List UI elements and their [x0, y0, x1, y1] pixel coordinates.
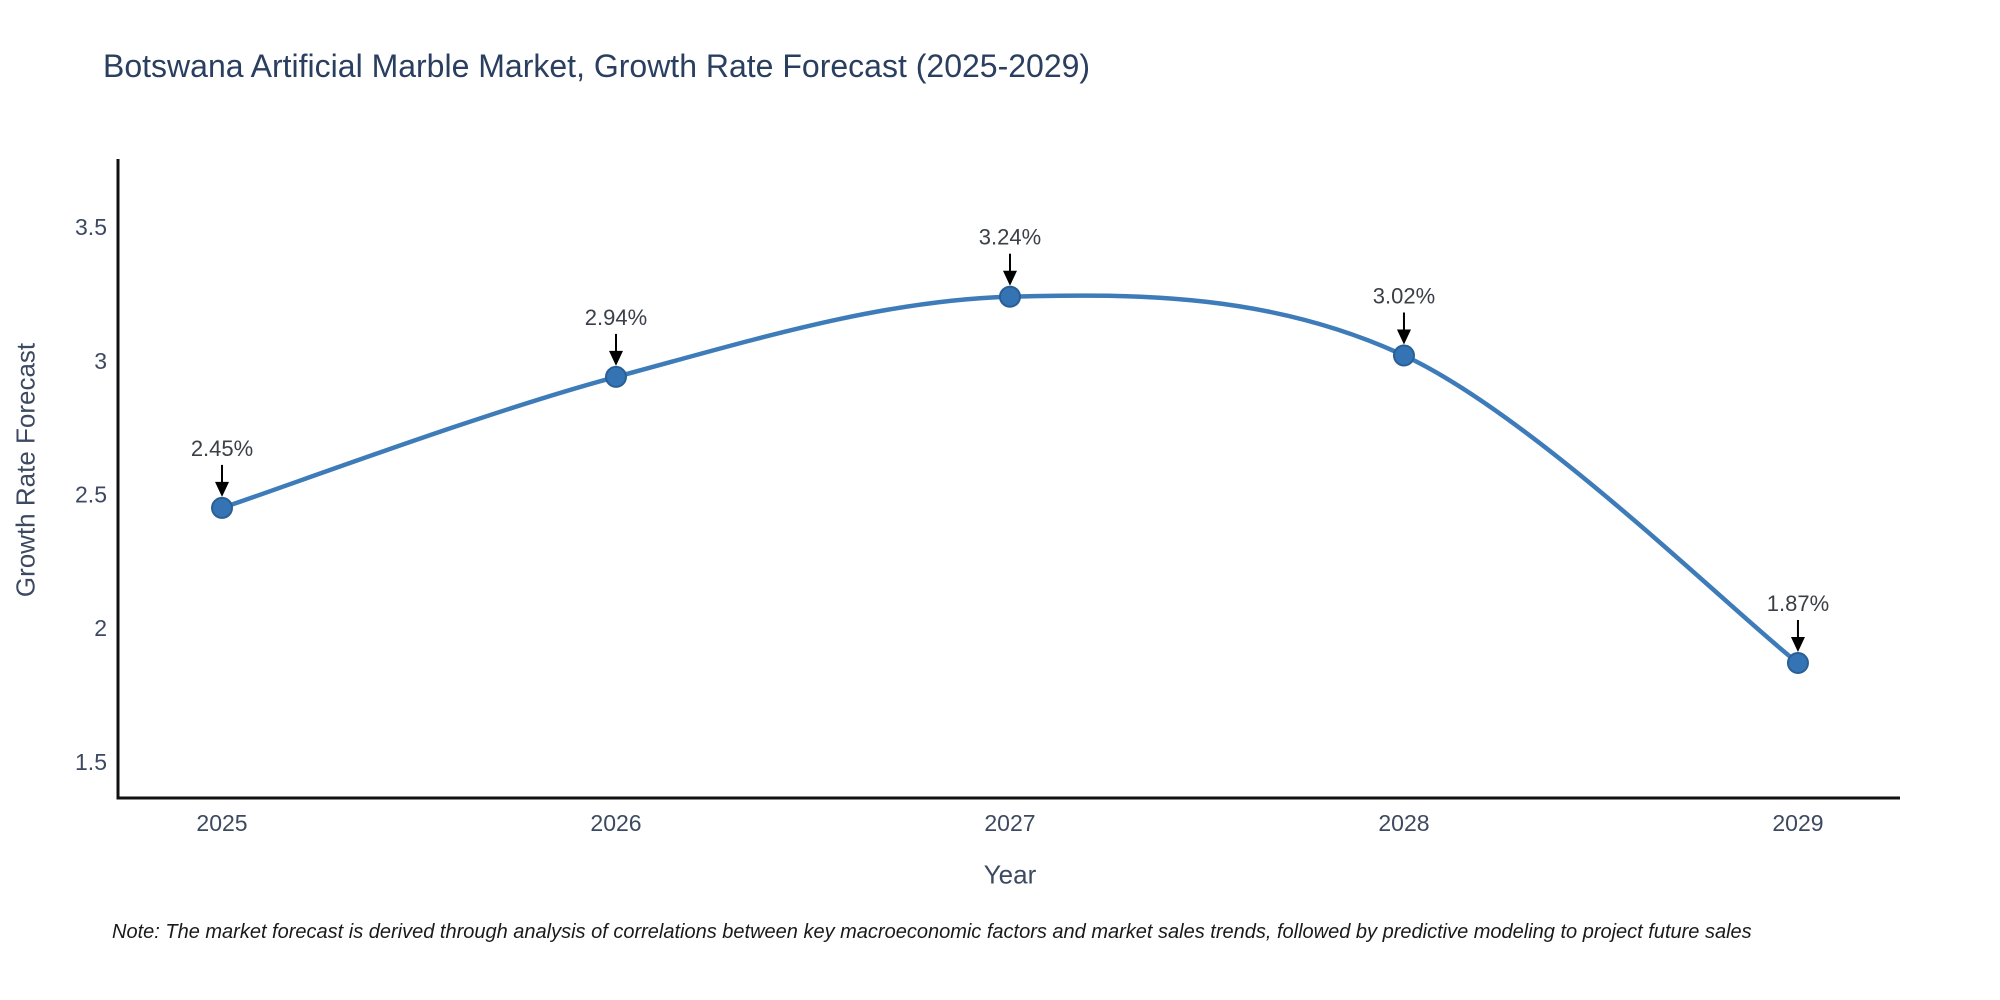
data-point-marker [1786, 651, 1809, 674]
data-point-marker [211, 496, 234, 519]
chart-title: Botswana Artificial Marble Market, Growt… [103, 48, 1091, 84]
y-tick-label: 2.5 [75, 482, 107, 508]
y-tick-label: 2 [94, 615, 107, 641]
annotation-arrowhead-icon [608, 350, 623, 366]
data-point-label: 3.24% [979, 225, 1041, 250]
data-point-label: 3.02% [1373, 284, 1435, 309]
footnote: Note: The market forecast is derived thr… [112, 921, 1752, 943]
data-point-label: 2.94% [585, 305, 647, 330]
annotation-arrowhead-icon [215, 481, 230, 497]
y-tick-label: 3 [94, 348, 107, 374]
data-point-marker [604, 365, 627, 388]
series-line [219, 293, 1801, 666]
annotation-arrowhead-icon [1002, 270, 1017, 286]
x-tick-label: 2027 [984, 810, 1035, 836]
x-tick-label: 2028 [1378, 810, 1429, 836]
x-tick-label: 2029 [1772, 810, 1823, 836]
x-axis-title: Year [983, 859, 1037, 890]
y-tick-label: 3.5 [75, 214, 107, 240]
data-point-label: 2.45% [191, 436, 253, 461]
x-tick-label: 2026 [590, 810, 641, 836]
axis-spines [116, 159, 1900, 800]
y-tick-label: 1.5 [75, 749, 107, 775]
x-tick-label: 2025 [196, 810, 247, 836]
annotation-arrowhead-icon [1396, 329, 1411, 345]
annotation-arrowhead-icon [1790, 636, 1805, 652]
data-point-label: 1.87% [1767, 591, 1829, 616]
data-point-marker [1392, 344, 1415, 367]
data-point-marker [998, 285, 1021, 308]
